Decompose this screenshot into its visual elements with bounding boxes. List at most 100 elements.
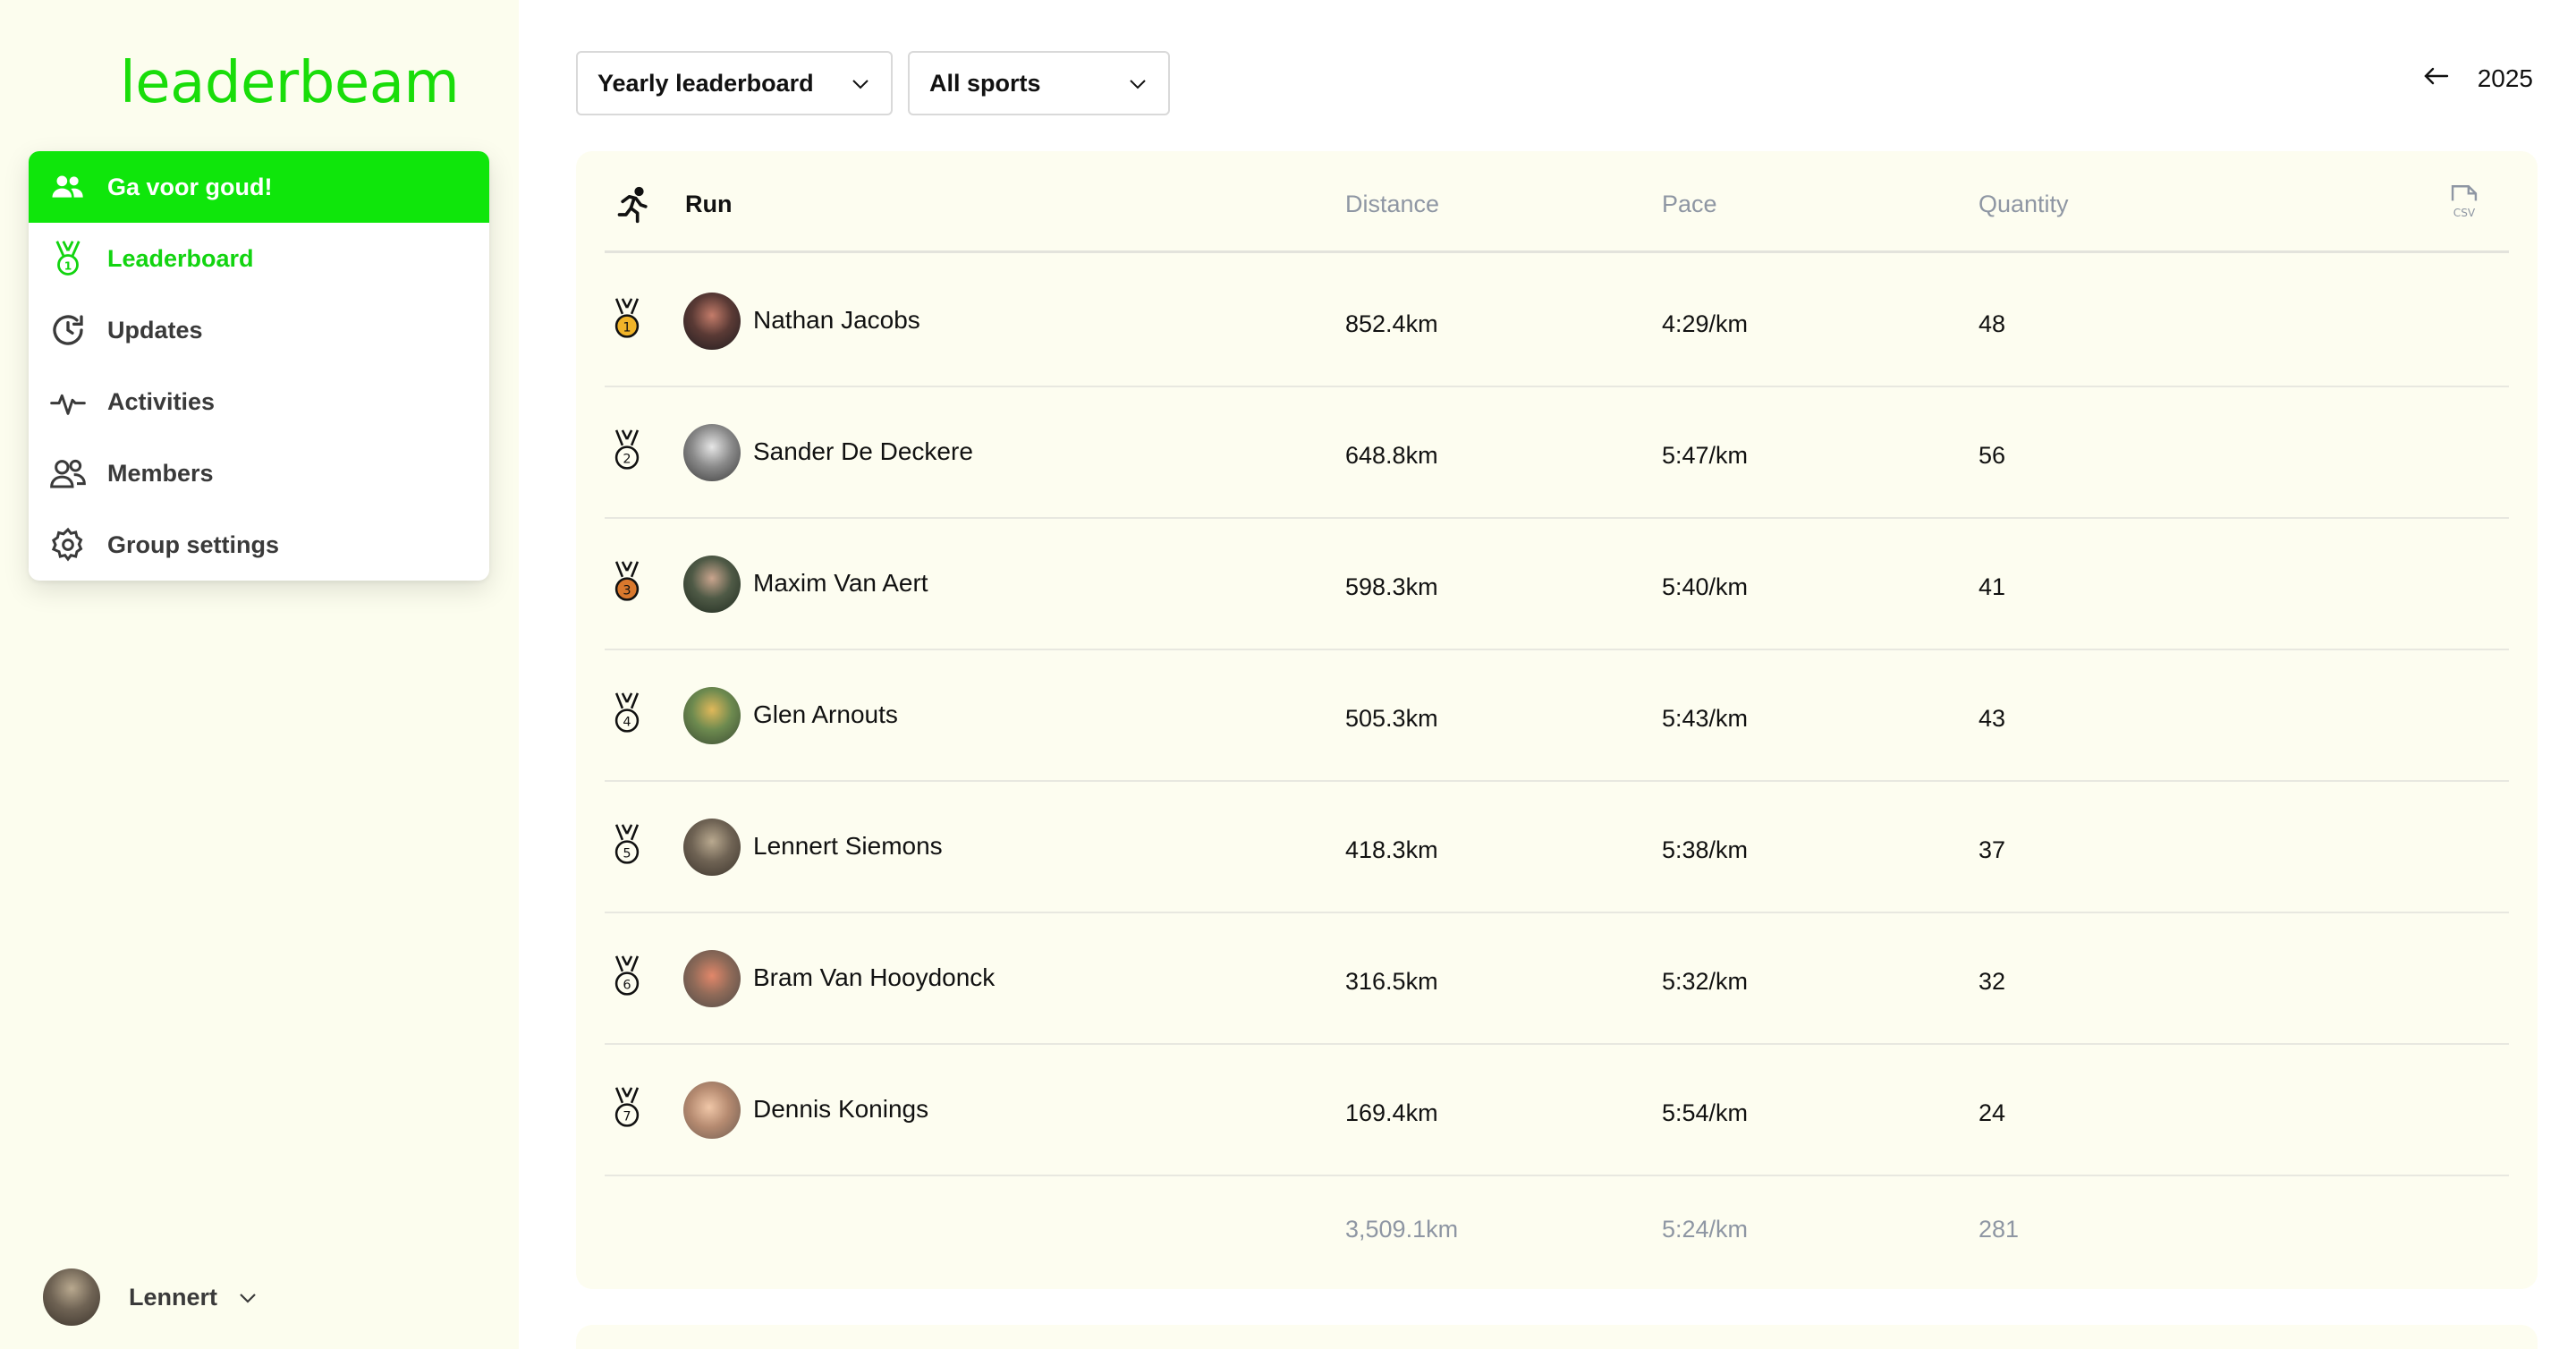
table-row[interactable]: 7 Dennis Konings 169.4km 5:54/km 24 — [605, 1045, 2509, 1176]
totals-row: 3,509.1km 5:24/km 281 — [605, 1216, 2509, 1260]
member-name[interactable]: Lennert Siemons — [753, 832, 943, 860]
table-row[interactable]: 2 Sander De Deckere 648.8km 5:47/km 56 — [605, 387, 2509, 519]
quantity-value: 37 — [1979, 836, 2006, 863]
avatar — [683, 556, 741, 613]
quantity-value: 24 — [1979, 1099, 2006, 1126]
member-name[interactable]: Sander De Deckere — [753, 437, 973, 465]
svg-text:6: 6 — [623, 978, 631, 992]
user-name: Lennert — [129, 1283, 218, 1311]
quantity-value: 43 — [1979, 705, 2006, 732]
medal-icon: 2 — [612, 428, 642, 476]
quantity-value: 41 — [1979, 573, 2006, 600]
clock-refresh-icon — [48, 310, 88, 350]
table-row[interactable]: 3 Maxim Van Aert 598.3km 5:40/km 41 — [605, 519, 2509, 650]
table-row[interactable]: 5 Lennert Siemons 418.3km 5:38/km 37 — [605, 782, 2509, 913]
average-pace: 5:24/km — [1662, 1216, 1749, 1243]
total-distance: 3,509.1km — [1345, 1216, 1459, 1243]
total-quantity: 281 — [1979, 1216, 2020, 1243]
pace-value: 5:47/km — [1662, 442, 1749, 469]
pace-value: 4:29/km — [1662, 310, 1749, 337]
table-row[interactable]: 1 Nathan Jacobs 852.4km 4:29/km 48 — [605, 256, 2509, 387]
sidebar-item-label: Leaderboard — [107, 244, 254, 272]
sidebar: leaderbeam Ga voor goud! 1 Leaderboard U… — [0, 0, 519, 1349]
year-label: 2025 — [2477, 64, 2533, 92]
svg-text:5: 5 — [623, 846, 631, 861]
csv-export-icon[interactable]: CSV — [2446, 183, 2482, 225]
table-row[interactable]: 6 Bram Van Hooydonck 316.5km 5:32/km 32 — [605, 913, 2509, 1045]
svg-text:7: 7 — [623, 1109, 631, 1124]
distance-value: 648.8km — [1345, 442, 1438, 469]
users-icon — [48, 454, 88, 493]
leaderboard-card: Run Distance Pace Quantity CSV 1 Nathan … — [576, 151, 2538, 1289]
gold-medal-icon: 1 — [612, 297, 642, 344]
svg-text:1: 1 — [64, 259, 72, 272]
svg-text:2: 2 — [623, 452, 631, 466]
pace-value: 5:43/km — [1662, 705, 1749, 732]
sport-select[interactable]: All sports — [908, 51, 1170, 115]
avatar — [683, 1082, 741, 1139]
medal-icon: 1 — [48, 239, 88, 278]
distance-value: 418.3km — [1345, 836, 1438, 863]
sidebar-item-leaderboard[interactable]: 1 Leaderboard — [29, 223, 489, 294]
distance-value: 169.4km — [1345, 1099, 1438, 1126]
svg-text:3: 3 — [623, 583, 631, 598]
chevron-down-icon — [237, 1284, 258, 1311]
user-menu[interactable]: Lennert — [43, 1268, 258, 1326]
group-switcher[interactable]: Ga voor goud! — [29, 151, 489, 223]
sidebar-item-updates[interactable]: Updates — [29, 294, 489, 366]
sport-title: Run — [685, 191, 733, 217]
csv-label: CSV — [2453, 207, 2476, 219]
svg-text:1: 1 — [623, 320, 631, 335]
quantity-value: 56 — [1979, 442, 2006, 469]
member-name[interactable]: Glen Arnouts — [753, 700, 898, 728]
svg-text:4: 4 — [623, 715, 631, 729]
pace-value: 5:38/km — [1662, 836, 1749, 863]
medal-icon: 7 — [612, 1086, 642, 1133]
group-users-icon — [48, 167, 88, 207]
member-name[interactable]: Dennis Konings — [753, 1095, 929, 1123]
pace-value: 5:32/km — [1662, 968, 1749, 995]
column-header-quantity[interactable]: Quantity — [1979, 191, 2069, 217]
chevron-down-icon — [850, 70, 871, 98]
avatar — [683, 819, 741, 876]
member-name[interactable]: Maxim Van Aert — [753, 569, 928, 597]
table-header: Run Distance Pace Quantity CSV — [605, 151, 2509, 253]
distance-value: 598.3km — [1345, 573, 1438, 600]
sidebar-item-label: Members — [107, 459, 214, 487]
bronze-medal-icon: 3 — [612, 560, 642, 607]
leaderboard-type-select[interactable]: Yearly leaderboard — [576, 51, 893, 115]
distance-value: 852.4km — [1345, 310, 1438, 337]
avatar — [43, 1268, 100, 1326]
next-leaderboard-card — [576, 1325, 2538, 1349]
sport-value: All sports — [929, 69, 1041, 97]
column-header-pace[interactable]: Pace — [1662, 191, 1717, 217]
sidebar-item-label: Updates — [107, 316, 203, 344]
distance-value: 316.5km — [1345, 968, 1438, 995]
group-name: Ga voor goud! — [107, 173, 273, 200]
running-icon — [614, 185, 655, 229]
arrow-left-icon[interactable] — [2422, 64, 2451, 93]
pace-value: 5:40/km — [1662, 573, 1749, 600]
avatar — [683, 950, 741, 1007]
column-header-distance[interactable]: Distance — [1345, 191, 1440, 217]
sidebar-item-label: Activities — [107, 387, 216, 415]
quantity-value: 32 — [1979, 968, 2006, 995]
quantity-value: 48 — [1979, 310, 2006, 337]
sidebar-item-label: Group settings — [107, 530, 280, 558]
chevron-down-icon — [1127, 70, 1148, 98]
avatar — [683, 293, 741, 350]
medal-icon: 6 — [612, 954, 642, 1002]
member-name[interactable]: Nathan Jacobs — [753, 306, 920, 334]
medal-icon: 4 — [612, 691, 642, 739]
activity-pulse-icon — [48, 382, 88, 421]
sidebar-item-activities[interactable]: Activities — [29, 366, 489, 437]
gear-icon — [48, 525, 88, 564]
avatar — [683, 687, 741, 744]
member-name[interactable]: Bram Van Hooydonck — [753, 963, 996, 991]
table-row[interactable]: 4 Glen Arnouts 505.3km 5:43/km 43 — [605, 650, 2509, 782]
sidebar-nav: Ga voor goud! 1 Leaderboard Updates Acti… — [29, 151, 489, 581]
sidebar-item-group-settings[interactable]: Group settings — [29, 509, 489, 581]
app-logo[interactable]: leaderbeam — [120, 50, 460, 116]
leaderboard-type-value: Yearly leaderboard — [597, 69, 814, 97]
sidebar-item-members[interactable]: Members — [29, 437, 489, 509]
